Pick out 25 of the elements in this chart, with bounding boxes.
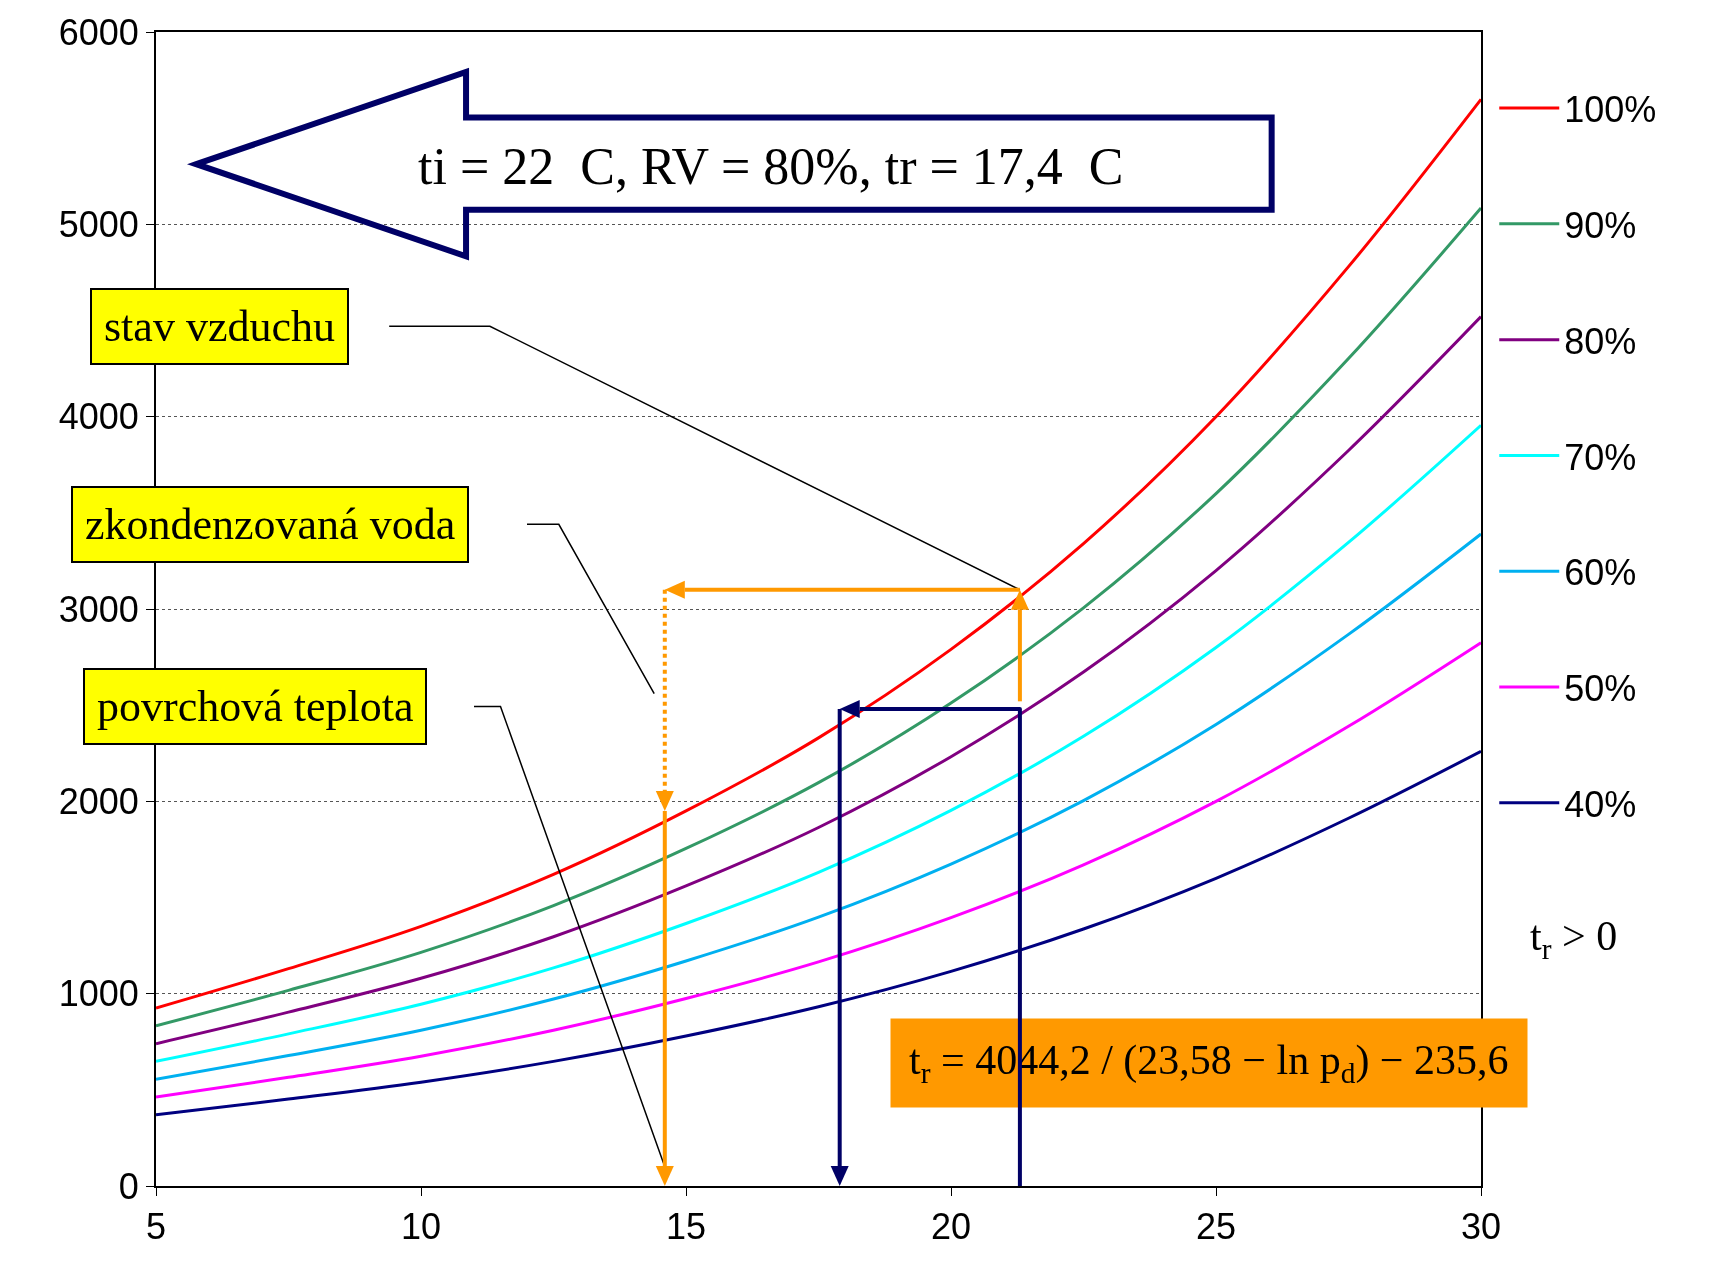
legend-label: 80% (1564, 320, 1637, 362)
x-tick-label: 10 (400, 1206, 442, 1248)
y-tick-label: 0 (118, 1165, 139, 1207)
annotation: ti = 22 C, RV = 80%, tr = 17,4 C (418, 138, 1124, 195)
y-tick-label: 6000 (58, 11, 139, 53)
x-tick-label: 30 (1460, 1206, 1502, 1248)
legend-label: 40% (1564, 783, 1637, 825)
x-tick-label: 5 (145, 1206, 167, 1248)
x-tick-label: 15 (665, 1206, 707, 1248)
y-tick-label: 5000 (58, 203, 139, 245)
y-tick-label: 4000 (58, 396, 139, 438)
annotation: povrchová teplota (97, 682, 414, 731)
legend-label: 90% (1564, 204, 1637, 246)
legend-label: 50% (1564, 668, 1637, 710)
y-tick-label: 1000 (58, 973, 139, 1015)
y-tick-label: 2000 (58, 780, 139, 822)
annotation: zkondenzovaná voda (85, 500, 456, 549)
annotation: stav vzduchu (104, 302, 335, 351)
x-tick-label: 20 (930, 1206, 972, 1248)
legend-label: 100% (1564, 89, 1657, 131)
y-tick-label: 3000 (58, 588, 139, 630)
x-tick-label: 25 (1195, 1206, 1237, 1248)
text: t$_{r}$ > 0 (1530, 913, 1618, 965)
legend-label: 60% (1564, 552, 1637, 594)
legend-label: 70% (1564, 436, 1637, 478)
